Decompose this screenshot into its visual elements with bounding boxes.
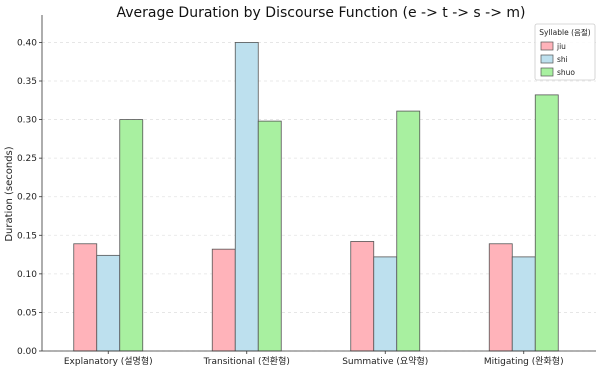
legend-label-shuo: shuo [557, 68, 575, 77]
chart-title: Average Duration by Discourse Function (… [116, 5, 525, 21]
x-tick-label: Explanatory (설명형) [64, 356, 153, 367]
x-tick-label: Mitigating (완화형) [484, 356, 564, 367]
bar-shuo [119, 119, 144, 352]
x-tick-label: Summative (요약형) [342, 355, 428, 367]
bar-shuo [257, 120, 282, 352]
bar-shuo [396, 110, 421, 352]
x-tick-label: Transitional (전환형) [203, 355, 290, 367]
legend: Syllable (음절) jiu shi shuo [534, 23, 596, 81]
y-tick-label: 0.35 [17, 77, 37, 87]
legend-label-jiu: jiu [556, 42, 566, 51]
axes: 0.00 0.05 0.10 0.15 0.20 0.25 0.30 0.35 0.40 Expl… [17, 15, 596, 367]
legend-title: Syllable (음절) [539, 28, 591, 37]
bar-shuo [534, 94, 559, 352]
y-tick-label: 0.40 [17, 38, 37, 48]
y-tick-label: 0.05 [17, 308, 37, 318]
y-tick-label: 0.10 [17, 270, 37, 280]
bar-jiu [73, 243, 98, 352]
y-tick-label: 0.30 [17, 116, 37, 126]
bars [73, 42, 559, 352]
y-axis-label: Duration (seconds) [4, 146, 15, 241]
legend-swatch-shi [540, 54, 554, 64]
bar-jiu [488, 243, 513, 352]
y-tick-label: 0.20 [17, 193, 37, 203]
bar-shi [234, 42, 259, 352]
legend-swatch-jiu [540, 41, 554, 51]
bar-jiu [350, 241, 375, 352]
bar-shi [511, 256, 536, 352]
y-tick-label: 0.25 [17, 154, 37, 164]
y-tick-label: 0.00 [17, 347, 37, 357]
legend-swatch-shuo [540, 67, 554, 77]
legend-label-shi: shi [557, 55, 568, 64]
bar-shi [96, 254, 121, 352]
bar-shi [373, 256, 398, 352]
y-tick-label: 0.15 [17, 231, 37, 241]
bar-jiu [211, 248, 236, 352]
legend-box [534, 23, 596, 81]
